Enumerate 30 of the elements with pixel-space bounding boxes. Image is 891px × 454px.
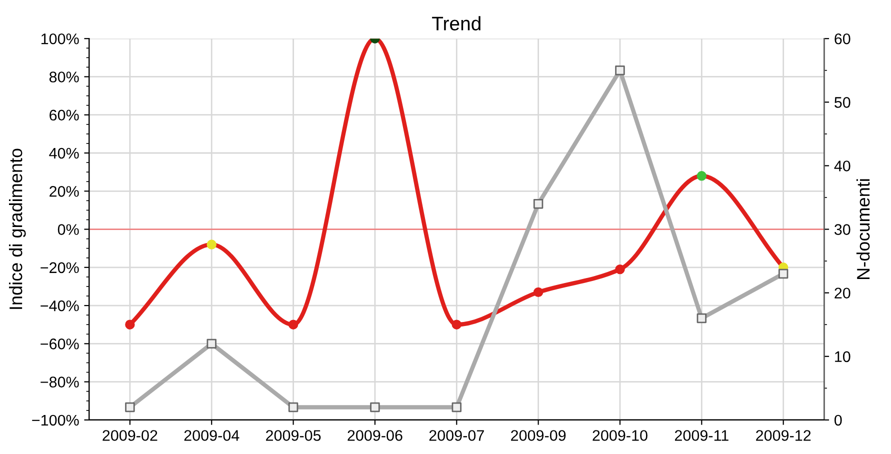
y2-axis-title: N-documenti [856,179,870,279]
y2-tick-label: 40 [834,160,850,172]
y2-tick-label: 60 [834,33,850,44]
y2-tick-label: 0 [834,414,842,426]
y-tick-label: 20% [50,186,79,197]
x-tick-label: 2009-11 [674,430,728,441]
y-tick-label: −20% [40,262,79,274]
y2-tick-label: 10 [835,351,850,362]
x-tick-label: 2009-09 [511,430,566,441]
chart-title: Trend [432,16,480,30]
y-axis-title: Indice di gradimento [8,148,26,309]
x-tick-label: 2009-12 [756,430,811,441]
x-tick-label: 2009-10 [592,430,648,441]
y2-tick-label: 50 [834,97,850,108]
x-tick-label: 2009-07 [429,430,484,441]
x-tick-label: 2009-06 [348,430,402,441]
y-tick-label: −40% [40,300,79,312]
y-tick-label: −80% [40,376,79,388]
x-tick-label: 2009-04 [184,430,240,441]
x-tick-label: 2009-02 [102,430,158,441]
y2-tick-label: 20 [834,288,850,299]
y-tick-label: −60% [40,338,79,350]
y-tick-label: 80% [49,72,79,82]
y-tick-label: 0% [58,224,79,235]
y-tick-label: −100% [32,414,79,426]
x-tick-label: 2009-05 [266,430,321,441]
y-tick-label: 40% [49,148,79,159]
y-tick-label: 60% [50,110,79,121]
y-tick-label: 100% [41,33,79,44]
y2-tick-label: 30 [834,224,850,235]
